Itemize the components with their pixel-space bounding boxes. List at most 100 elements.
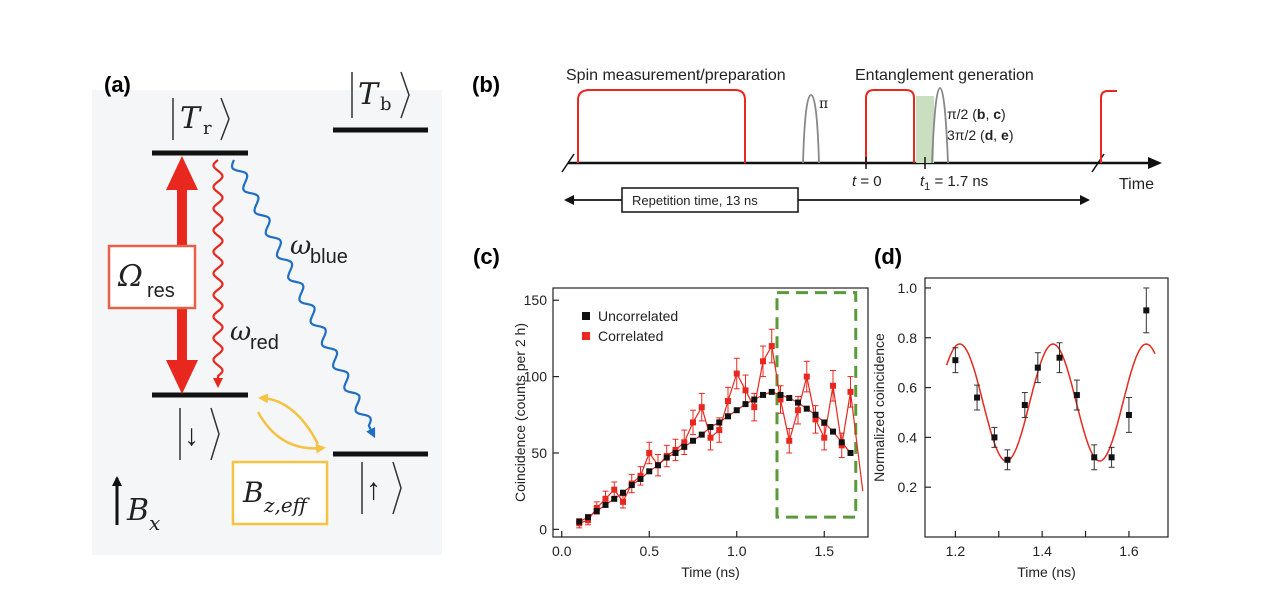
next-pulse [1100, 90, 1117, 163]
chart-c-point-correlated [742, 387, 749, 394]
chart-c-point-uncorrelated [742, 401, 749, 408]
chart-c-point-uncorrelated [698, 431, 705, 438]
ket-up-symbol: ↑ [366, 473, 381, 506]
chart-c-highlight-box [775, 291, 858, 519]
pi2-bc-label: π/2 (b, c) [947, 106, 1006, 122]
chart-c-point-uncorrelated [795, 399, 801, 406]
chart-c-point-correlated [698, 404, 705, 411]
ket-down: ↓ [179, 407, 220, 461]
chart-c-legend-swatch-uncorrelated [582, 312, 590, 320]
omega-blue-sub: blue [310, 246, 348, 268]
chart-c-point-correlated [795, 407, 801, 414]
chart-c-point-uncorrelated [751, 396, 758, 403]
chart-c-point-uncorrelated [847, 449, 854, 456]
spin-pulse [577, 89, 746, 163]
panel-c-label: (c) [473, 244, 500, 269]
chart-c-fit-line [579, 345, 864, 524]
chart-c-xtick-label: 0.0 [552, 543, 572, 559]
chart-d-point [1143, 307, 1150, 314]
ket-down-symbol: ↓ [184, 419, 199, 452]
pi-label: π [819, 96, 828, 112]
chart-c-point-correlated [716, 427, 723, 434]
chart-d-ytick-label: 1.0 [898, 280, 918, 296]
chart-d-point [1108, 454, 1115, 461]
chart-c-point-correlated [760, 358, 766, 365]
chart-c-point-uncorrelated [690, 437, 696, 444]
chart-c-point-correlated [733, 370, 740, 377]
chart-d-point [974, 394, 981, 401]
chart-d-fit-curve [945, 343, 1156, 462]
chart-c-point-uncorrelated [768, 388, 775, 395]
chart-c-ytick-label: 100 [524, 369, 548, 385]
chart-c-ylabel: Coincidence (counts per 2 h) [512, 323, 528, 502]
chart-d-ytick-label: 0.4 [898, 429, 918, 445]
bz-eff-symbol: B [242, 476, 264, 509]
panel-a-label: (a) [104, 72, 131, 97]
chart-d-ylabel: Normalized coincidence [871, 333, 887, 482]
pi-pulse [802, 94, 820, 164]
chart-c-point-uncorrelated [707, 424, 714, 431]
chart-c-point-correlated [812, 416, 819, 423]
chart-c-trend-line [579, 391, 851, 523]
chart-d-xtick-label: 1.2 [946, 543, 966, 559]
time-label: Time [1119, 176, 1154, 193]
bx-sub: x [149, 511, 160, 535]
chart-d-point [1034, 364, 1041, 371]
chart-c-point-correlated [768, 343, 775, 350]
chart-c-ytick-label: 150 [524, 292, 548, 308]
chart-d-point [991, 434, 998, 441]
chart-c-point-correlated [777, 396, 784, 403]
chart-c-point-correlated [803, 373, 810, 380]
chart-c-point-uncorrelated [611, 495, 618, 502]
chart-d-point [1021, 402, 1028, 409]
ket-Tr: T r [172, 97, 230, 141]
chart-d-point [1056, 354, 1063, 361]
chart-c-point-uncorrelated [576, 518, 583, 525]
ket-Tb-sub: b [380, 94, 392, 115]
chart-c-point-correlated [593, 504, 600, 511]
bz-eff-box [231, 460, 329, 526]
chart-c-point-correlated [585, 517, 591, 524]
chart-c-point-correlated [725, 398, 731, 405]
chart-c-point-uncorrelated [733, 407, 740, 414]
chart-c-point-uncorrelated [812, 411, 819, 418]
chart-d-xtick-label: 1.4 [1032, 543, 1052, 559]
chart-c-xtick-label: 1.0 [727, 543, 747, 559]
chart-c-point-uncorrelated [663, 454, 670, 461]
chart-d-ytick-label: 0.6 [898, 380, 918, 396]
omega-red-wave [212, 159, 224, 388]
detection-window [916, 96, 934, 163]
t0-label: t = 0 [852, 173, 882, 190]
chart-c-xtick-label: 1.5 [815, 543, 835, 559]
panel-b: (b) Spin measurement/preparation Entangl… [472, 67, 1162, 213]
chart-c-point-correlated [620, 498, 626, 505]
t1-label: t1 = 1.7 ns [920, 173, 988, 193]
chart-d-point [1091, 454, 1098, 461]
chart-c-point-uncorrelated [672, 449, 679, 456]
chart-c-point-correlated [646, 449, 653, 456]
chart-d-point [1073, 392, 1080, 399]
chart-d-point [1004, 456, 1011, 463]
chart-c-legend-correlated: Correlated [598, 328, 663, 344]
chart-c-point-correlated [786, 437, 793, 444]
chart-c-point-correlated [751, 404, 758, 411]
panel-a: (a) T r T b ↓ ↑ [92, 71, 442, 555]
bz-eff-sub: z,eff [263, 493, 311, 517]
yellow-arrow-bottom [256, 411, 326, 454]
ket-Tr-symbol: T [180, 101, 202, 136]
chart-d: 1.2 1.4 1.6 0.2 0.4 0.6 0.8 1.0 Time (ns) Normali… [871, 277, 1169, 580]
ket-Tb: T b [351, 71, 410, 119]
chart-c-point-correlated [602, 495, 609, 502]
chart-c-point-uncorrelated [655, 462, 661, 469]
panel-d-label: (d) [874, 244, 902, 269]
bx-symbol: B [126, 493, 149, 528]
chart-c-xlabel: Time (ns) [681, 564, 740, 580]
chart-c: 0.0 0.5 1.0 1.5 0 50 100 150 Time (ns) Coincidenc… [512, 287, 869, 580]
chart-c-frame [552, 287, 869, 538]
chart-c-point-uncorrelated [628, 482, 635, 489]
entanglement-label: Entanglement generation [855, 67, 1034, 84]
chart-c-point-uncorrelated [803, 405, 810, 412]
chart-d-xtick-label: 1.6 [1119, 543, 1139, 559]
time-axis-arrowhead [1148, 157, 1162, 169]
